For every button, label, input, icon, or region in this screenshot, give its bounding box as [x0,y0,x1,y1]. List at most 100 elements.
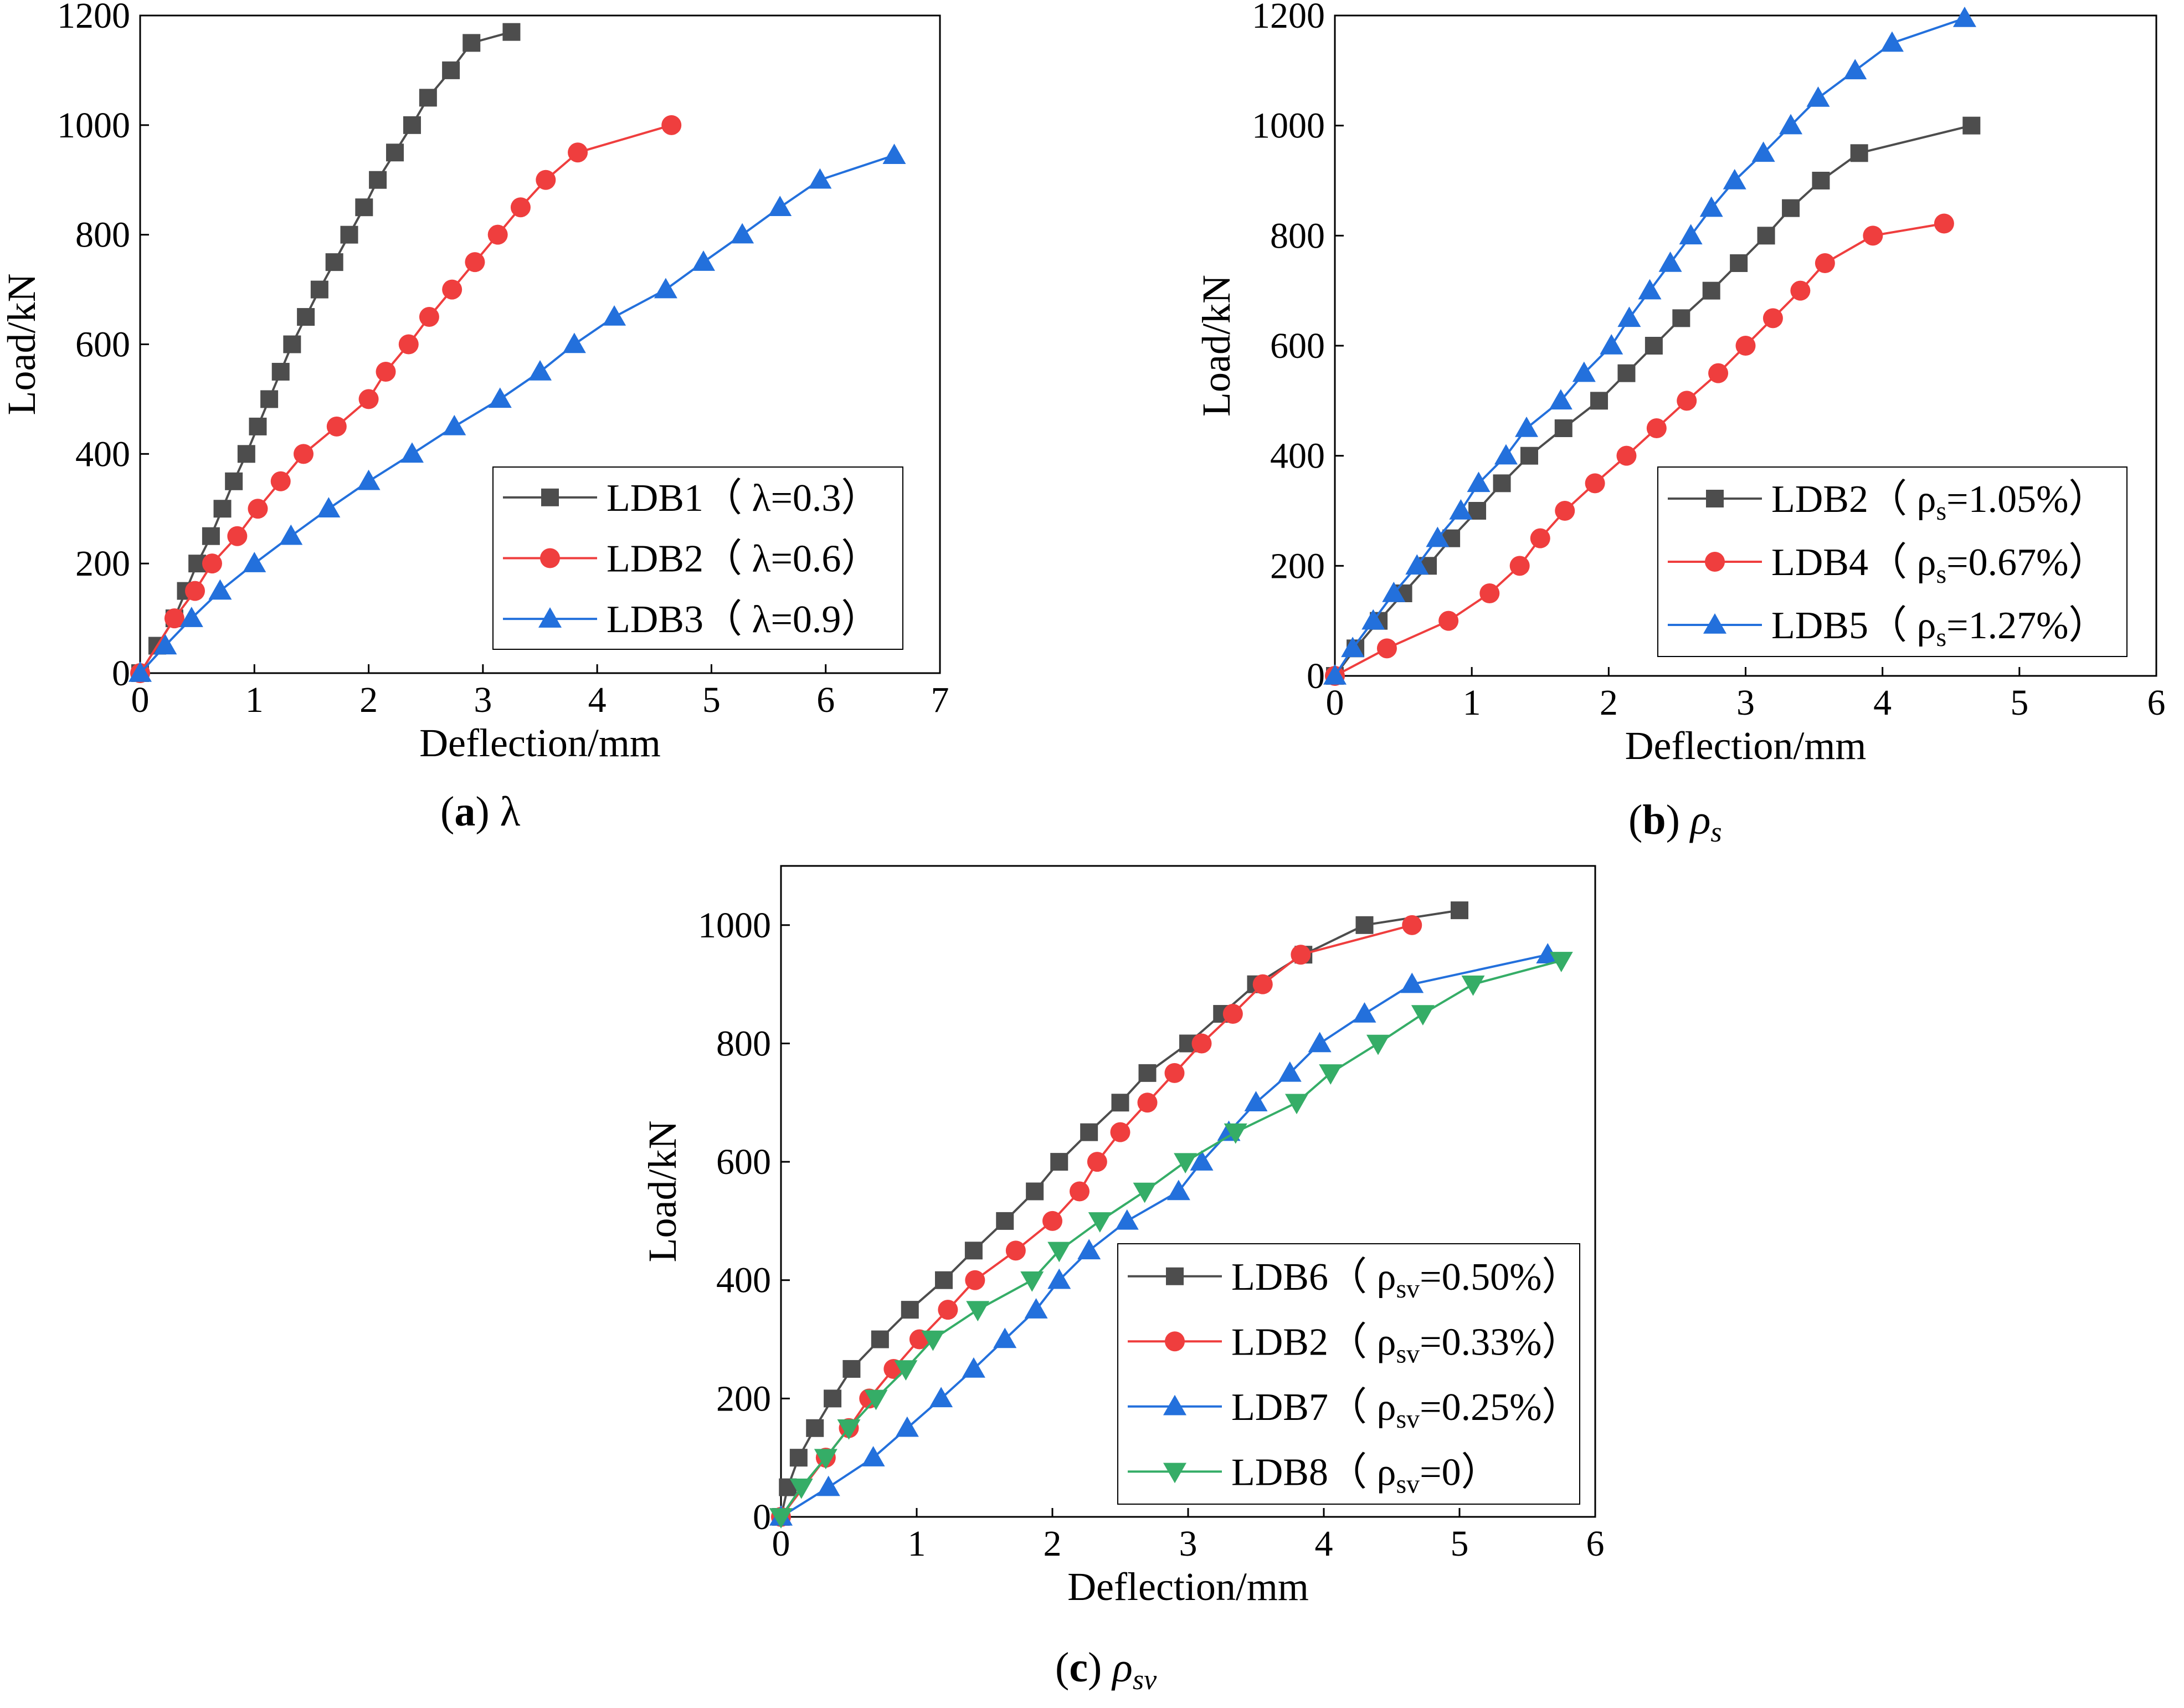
data-point [731,223,754,244]
y-tick-label: 400 [1270,436,1325,476]
data-point [442,279,463,300]
data-point [1880,31,1904,52]
data-point [1658,252,1682,272]
data-point [1005,1240,1026,1261]
data-point [1050,1153,1068,1171]
data-point [1291,945,1311,965]
legend-label: LDB4（ ρs=0.67%） [1771,541,2107,589]
data-point [208,579,232,600]
data-point [1042,1211,1062,1231]
legend-label: LDB2（ ρsv=0.33%） [1231,1321,1580,1368]
data-point [1405,554,1429,575]
data-point [1382,582,1406,602]
data-point [1806,86,1830,107]
data-point [1137,1092,1158,1113]
data-point [996,1212,1014,1230]
data-point [1555,501,1575,521]
data-point [129,661,152,682]
legend-marker [1705,552,1725,572]
data-point [237,445,255,463]
caption-b-symbol: ρ [1689,797,1710,843]
data-point [1468,502,1487,520]
caption-c-symbol: ρ [1111,1644,1132,1691]
data-point [1572,361,1596,382]
data-point [357,469,381,490]
legend-label: LDB8（ ρsv=0） [1231,1451,1500,1499]
panel-a-chart: 0 1 2 3 4 5 6 7 0 200 400 600 800 1000 1200 Deflection/… [0,0,949,765]
data-point [358,389,379,409]
data-point [317,497,341,517]
series-line [139,30,512,674]
data-point [1757,227,1775,245]
data-point [488,387,512,408]
data-point [528,360,552,381]
data-point [1530,528,1550,548]
x-tick-label: 3 [474,680,492,720]
data-point [403,116,421,134]
data-point [901,1301,919,1319]
data-point [1110,1122,1130,1142]
x-tick-label: 5 [2010,683,2028,723]
data-point [965,1270,985,1290]
panel-b-chart: 0 1 2 3 4 5 6 0 200 400 600 800 1000 1200 Deflection/m… [1194,0,2166,768]
data-point [1024,1298,1048,1319]
data-point [260,390,279,408]
data-point [202,527,220,545]
x-tick-label: 2 [1044,1524,1062,1564]
data-point [465,252,485,273]
y-axis-title: Load/kN [640,1121,685,1263]
x-tick-label: 3 [1736,683,1755,723]
data-point [325,253,343,271]
data-point [1402,915,1422,935]
y-tick-label: 200 [716,1378,771,1419]
caption-a-letter: a [454,788,475,835]
data-point [1815,253,1835,273]
data-point [1585,473,1605,494]
data-point [1438,611,1459,631]
data-point [1617,364,1636,382]
data-point [1047,1268,1071,1289]
caption-a: (a) λ [440,788,521,835]
y-tick-label: 200 [75,543,130,584]
y-tick-label: 1000 [698,905,771,946]
data-point [1111,1094,1129,1112]
data-point [400,442,424,463]
data-point [1494,444,1518,465]
legend-label: LDB1（ λ=0.3） [607,477,880,520]
data-point [1677,391,1697,411]
data-point [603,305,626,326]
data-point [185,581,205,601]
x-tick-label: 1 [245,680,264,720]
panel-c-chart: 0 1 2 3 4 5 6 0 200 400 600 800 1000 Deflection/mm Loa… [640,865,1605,1609]
data-point [1515,417,1539,437]
data-point [861,1446,885,1466]
data-point [1252,974,1273,994]
data-point [1353,1002,1376,1023]
caption-b-symbol-sub: s [1710,817,1721,848]
data-point [993,1327,1017,1348]
data-point [1244,1091,1268,1112]
data-point [1115,1209,1139,1230]
data-point [271,362,290,381]
data-point [326,416,347,437]
caption-c: (c) ρsv [1055,1644,1157,1696]
data-point [824,1389,842,1408]
legend-label: LDB6（ ρsv=0.50%） [1231,1256,1580,1304]
data-point [768,196,792,216]
data-point [895,1416,919,1437]
x-tick-label: 5 [702,680,721,720]
data-point [1366,1034,1390,1055]
data-point [816,1475,840,1496]
y-tick-label: 1200 [57,0,130,36]
data-point [248,499,268,519]
x-tick-label: 4 [588,680,607,720]
x-tick-label: 0 [772,1524,790,1564]
data-point [1702,281,1720,300]
series-line [780,909,1460,1517]
caption-c-symbol-sub: sv [1133,1664,1157,1696]
data-point [1285,1094,1308,1115]
x-tick-label: 4 [1873,683,1892,723]
data-point [293,444,314,464]
data-point [1730,254,1748,272]
data-point [1047,1242,1071,1263]
